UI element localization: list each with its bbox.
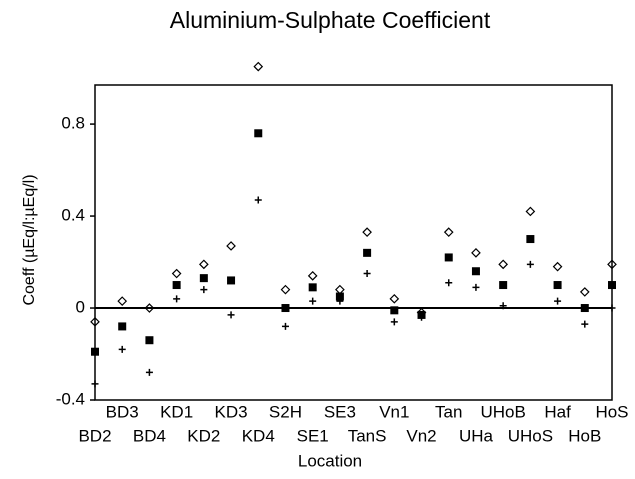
plus-marker [608, 304, 616, 312]
diamond-marker [90, 316, 100, 327]
x-tick-label: TanS [348, 426, 387, 445]
y-axis-label: Coeff (µEq/l:µEq/l) [21, 174, 38, 305]
diamond-marker [198, 259, 209, 270]
diamond-marker [144, 303, 155, 313]
plot-frame [94, 84, 613, 401]
square-marker [363, 248, 372, 257]
diamond-marker [117, 296, 128, 306]
square-marker [254, 129, 263, 138]
y-tick-label: 0.4 [61, 206, 85, 225]
x-tick-label: BD2 [78, 426, 111, 445]
plus-marker [173, 295, 181, 303]
plus-marker [581, 320, 589, 328]
square-marker [308, 283, 317, 292]
plus-marker [281, 322, 289, 330]
diamond-marker [307, 270, 318, 281]
square-marker [553, 281, 562, 290]
plus-marker [554, 297, 562, 305]
diamond-marker [389, 293, 400, 304]
diamond-marker [552, 261, 563, 272]
diamond-marker [525, 206, 536, 217]
x-tick-label: UHoB [480, 402, 525, 421]
x-tick-label: SE1 [297, 426, 329, 445]
x-tick-label: Tan [435, 402, 462, 421]
x-tick-label: HoB [568, 426, 601, 445]
square-marker [335, 292, 344, 301]
diamond-marker [607, 259, 617, 270]
x-tick-label: KD4 [242, 426, 275, 445]
x-tick-label: BD3 [106, 402, 139, 421]
plus-marker [445, 279, 453, 287]
square-marker [91, 347, 99, 356]
square-marker [199, 274, 208, 283]
x-tick-label: HoS [595, 402, 628, 421]
x-tick-label: BD4 [133, 426, 166, 445]
diamond-marker [362, 227, 372, 238]
x-tick-label: KD1 [160, 402, 193, 421]
diamond-marker [335, 284, 345, 295]
plus-marker [118, 345, 126, 353]
square-marker [281, 304, 290, 313]
plus-marker [499, 302, 507, 310]
diamond-marker [579, 287, 590, 297]
square-marker [471, 267, 480, 276]
plus-marker [200, 286, 208, 294]
square-marker [526, 235, 535, 244]
x-tick-label: S2H [269, 402, 302, 421]
plus-marker [390, 318, 398, 326]
plus-marker [309, 297, 317, 305]
chart-title: Aluminium-Sulphate Coefficient [170, 7, 491, 33]
x-tick-label: KD2 [187, 426, 220, 445]
plus-marker [418, 313, 426, 321]
x-tick-label: Haf [544, 402, 571, 421]
diamond-marker [226, 241, 236, 251]
plus-marker [526, 260, 534, 268]
square-marker [444, 253, 453, 262]
diamond-marker [498, 259, 509, 270]
square-marker [608, 281, 616, 290]
y-tick-label: -0.4 [56, 389, 85, 408]
x-tick-label: Vn2 [406, 426, 436, 445]
x-tick-label: Vn1 [379, 402, 409, 421]
diamond-marker [171, 268, 182, 279]
plus-marker [363, 270, 371, 278]
x-tick-label: UHa [459, 426, 494, 445]
plus-marker [145, 368, 153, 376]
plus-marker [472, 283, 480, 291]
x-axis-label: Location [298, 451, 362, 470]
square-marker [580, 304, 589, 313]
diamond-marker [443, 227, 454, 238]
plus-marker [227, 311, 235, 319]
plus-marker [336, 297, 344, 305]
square-marker [499, 281, 508, 290]
x-tick-label: UHoS [508, 426, 553, 445]
diamond-marker [253, 61, 264, 72]
plus-marker [91, 380, 99, 388]
square-marker [145, 336, 154, 345]
x-tick-label: SE3 [324, 402, 356, 421]
square-marker [118, 322, 127, 331]
diamond-marker [471, 247, 481, 258]
y-tick-label: 0.8 [61, 114, 85, 133]
y-tick-label: 0 [76, 298, 85, 317]
x-tick-label: KD3 [215, 402, 248, 421]
square-marker [227, 276, 236, 285]
diamond-marker [280, 284, 291, 295]
square-marker [390, 306, 399, 315]
square-marker [172, 281, 181, 290]
plus-marker [254, 196, 262, 204]
